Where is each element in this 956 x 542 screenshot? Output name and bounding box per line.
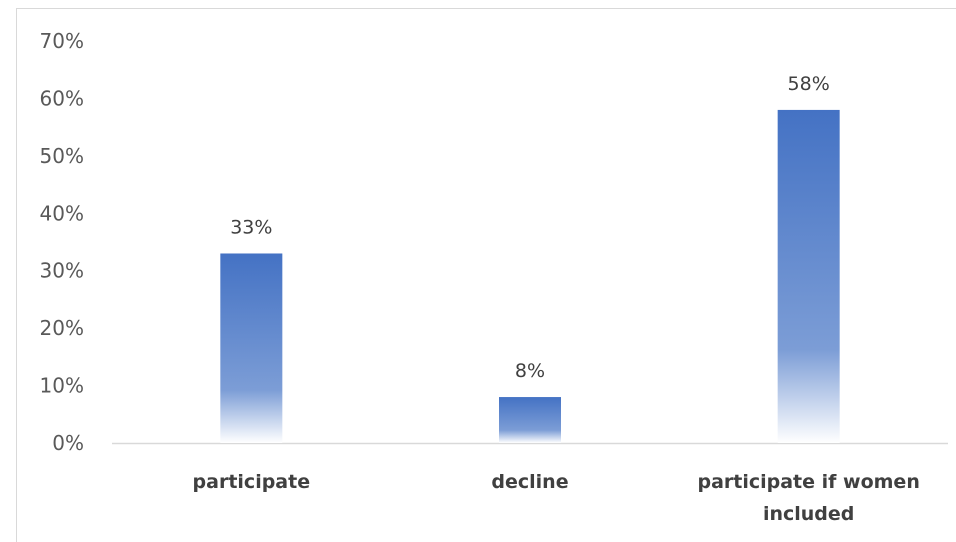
x-axis-categories: participate decline participate if women in… (193, 471, 920, 525)
data-label: 58% (788, 73, 830, 95)
data-labels-group: 33% 8% 58% (230, 73, 830, 382)
y-tick-label: 60% (40, 86, 84, 110)
y-tick-label: 70% (40, 29, 84, 53)
y-tick-label: 40% (40, 201, 84, 225)
bar (777, 109, 840, 444)
bar (499, 397, 561, 443)
x-category-label: participate (193, 471, 311, 493)
y-tick-label: 0% (52, 431, 84, 455)
y-axis-ticks: 0% 10% 20% 30% 40% 50% 60% 70% (40, 29, 84, 455)
bar (220, 253, 283, 443)
bars-group (220, 109, 840, 444)
y-tick-label: 30% (40, 259, 84, 283)
y-tick-label: 10% (40, 374, 84, 398)
y-tick-label: 50% (40, 144, 84, 168)
chart-frame (16, 8, 956, 542)
x-category-label: decline (491, 471, 568, 493)
data-label: 8% (515, 360, 545, 382)
y-tick-label: 20% (40, 316, 84, 340)
x-category-label: participate if women included (697, 471, 919, 525)
data-label: 33% (230, 216, 272, 238)
